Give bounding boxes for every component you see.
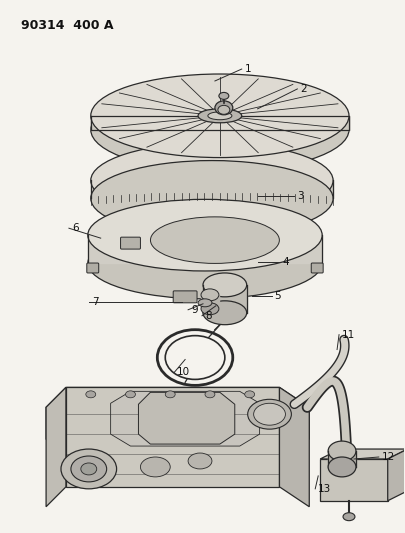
- Text: 13: 13: [318, 484, 331, 494]
- Ellipse shape: [201, 289, 219, 301]
- FancyBboxPatch shape: [121, 237, 141, 249]
- Ellipse shape: [88, 199, 322, 271]
- Text: 3: 3: [297, 191, 304, 201]
- Ellipse shape: [203, 301, 247, 325]
- Polygon shape: [46, 387, 309, 459]
- Ellipse shape: [201, 303, 219, 315]
- Polygon shape: [320, 459, 388, 501]
- Ellipse shape: [71, 456, 107, 482]
- Ellipse shape: [86, 391, 96, 398]
- FancyBboxPatch shape: [311, 263, 323, 273]
- Ellipse shape: [254, 403, 286, 425]
- Ellipse shape: [91, 160, 333, 236]
- Text: 4: 4: [282, 257, 289, 267]
- Polygon shape: [88, 235, 322, 263]
- Ellipse shape: [81, 463, 97, 475]
- Ellipse shape: [328, 441, 356, 461]
- Polygon shape: [388, 449, 405, 501]
- Polygon shape: [111, 391, 260, 446]
- Ellipse shape: [245, 391, 255, 398]
- Ellipse shape: [343, 513, 355, 521]
- Text: 5: 5: [275, 291, 281, 301]
- Text: 90314  400 A: 90314 400 A: [21, 19, 114, 33]
- Polygon shape: [328, 451, 356, 467]
- Text: 1: 1: [245, 64, 252, 74]
- Text: 11: 11: [342, 329, 355, 340]
- Polygon shape: [91, 116, 349, 130]
- Ellipse shape: [215, 101, 233, 115]
- Text: 6: 6: [72, 223, 79, 233]
- Ellipse shape: [61, 449, 117, 489]
- Ellipse shape: [165, 391, 175, 398]
- Ellipse shape: [198, 299, 212, 307]
- Ellipse shape: [151, 217, 279, 263]
- Ellipse shape: [88, 227, 322, 299]
- Ellipse shape: [141, 457, 170, 477]
- Ellipse shape: [91, 143, 333, 218]
- Ellipse shape: [91, 88, 349, 172]
- Ellipse shape: [208, 112, 232, 120]
- Ellipse shape: [205, 391, 215, 398]
- Ellipse shape: [91, 74, 349, 158]
- Text: 7: 7: [92, 297, 98, 307]
- Ellipse shape: [165, 336, 225, 379]
- Text: 9: 9: [191, 305, 198, 315]
- Polygon shape: [91, 181, 333, 198]
- Text: 10: 10: [177, 367, 190, 377]
- Polygon shape: [279, 387, 309, 507]
- Polygon shape: [46, 387, 66, 507]
- Ellipse shape: [328, 457, 356, 477]
- Ellipse shape: [219, 92, 229, 99]
- Polygon shape: [203, 285, 247, 313]
- Polygon shape: [320, 449, 405, 459]
- Text: 2: 2: [301, 84, 307, 94]
- Text: 12: 12: [382, 452, 395, 462]
- Polygon shape: [201, 295, 219, 309]
- Ellipse shape: [203, 273, 247, 297]
- Ellipse shape: [188, 453, 212, 469]
- Text: 8: 8: [205, 311, 211, 321]
- Ellipse shape: [218, 106, 230, 114]
- Ellipse shape: [248, 399, 291, 429]
- Polygon shape: [139, 392, 235, 444]
- Ellipse shape: [198, 109, 242, 123]
- Polygon shape: [66, 387, 279, 487]
- FancyBboxPatch shape: [87, 263, 99, 273]
- Ellipse shape: [126, 391, 135, 398]
- FancyBboxPatch shape: [173, 291, 197, 303]
